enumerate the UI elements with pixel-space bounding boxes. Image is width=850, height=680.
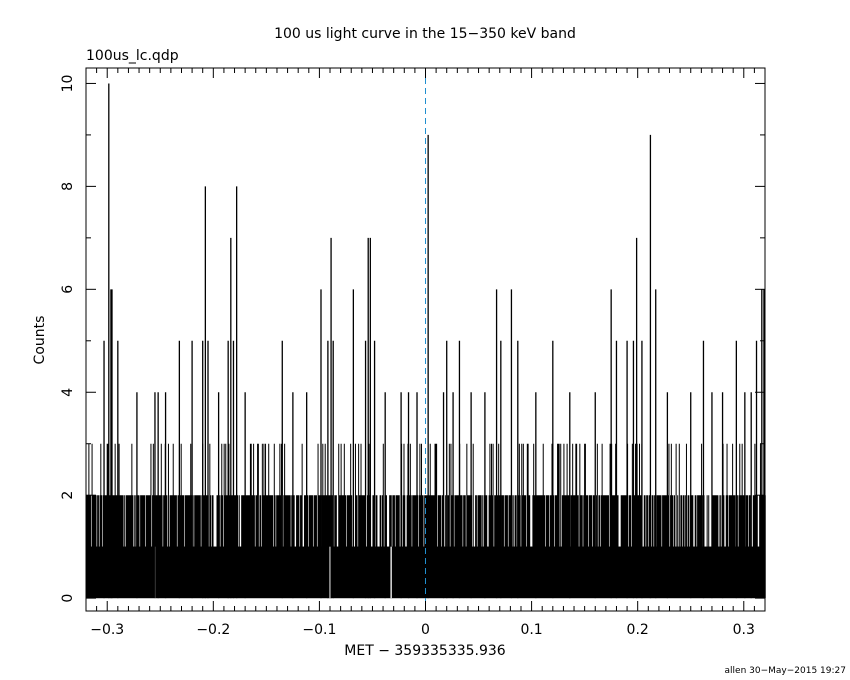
y-axis-label: Counts [32,316,48,365]
x-axis-label: MET − 359335335.936 [344,643,506,659]
y-tick-label: 4 [60,388,76,397]
y-axis-ticks: 0 2 4 6 8 10 [60,75,765,603]
x-tick-label: 0.1 [520,622,542,638]
zero-count-gap [329,546,331,599]
chart-title: 100 us light curve in the 15−350 keV ban… [274,26,576,42]
x-tick-label: −0.3 [90,622,124,638]
y-tick-label: 6 [60,285,76,294]
x-tick-label: 0 [421,622,430,638]
x-axis-ticks: −0.3 −0.2 −0.1 0 0.1 0.2 0.3 [85,68,766,638]
file-label: 100us_lc.qdp [86,48,179,64]
zero-count-gap [390,546,392,599]
x-tick-label: 0.3 [733,622,755,638]
x-tick-label: −0.1 [302,622,336,638]
y-tick-label: 2 [60,491,76,500]
y-tick-label: 10 [60,75,76,93]
y-tick-label: 8 [60,182,76,191]
y-tick-label: 0 [60,594,76,603]
x-tick-label: 0.2 [627,622,649,638]
footer-credit: allen 30−May−2015 19:27 [725,666,846,676]
x-tick-label: −0.2 [196,622,230,638]
